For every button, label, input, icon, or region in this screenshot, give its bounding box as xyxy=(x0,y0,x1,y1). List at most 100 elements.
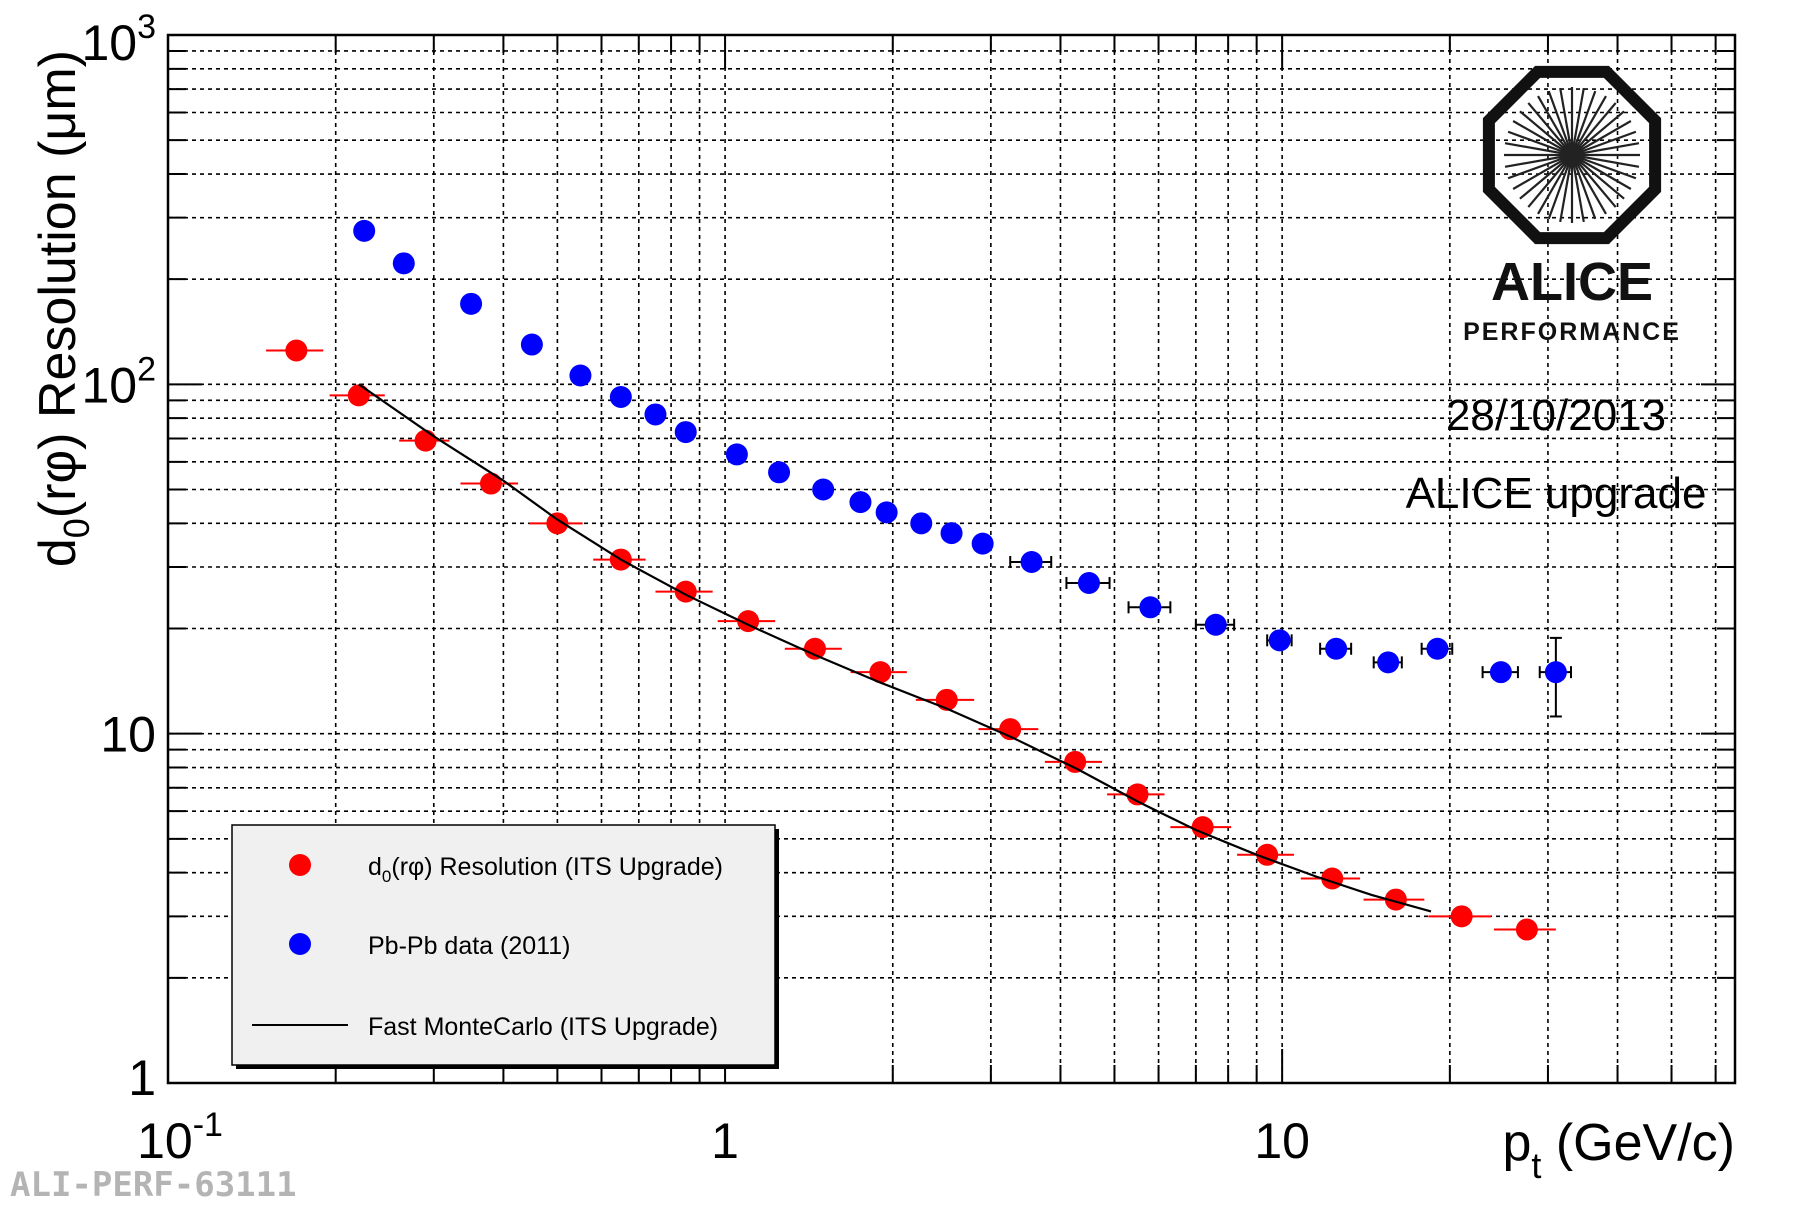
its-upgrade-point xyxy=(414,429,437,452)
logo-ray xyxy=(1547,90,1574,156)
alice-performance-logo: ALICE PERFORMANCE xyxy=(1463,65,1681,346)
pbpb-data-point xyxy=(392,252,415,275)
pbpb-data-point xyxy=(849,491,872,514)
its-upgrade-point xyxy=(347,384,370,407)
pbpb-data-point xyxy=(674,421,697,444)
its-upgrade-point xyxy=(1126,783,1149,806)
fast-montecarlo-line xyxy=(358,383,1432,913)
logo-ray xyxy=(1570,90,1597,156)
its-upgrade-point xyxy=(1191,816,1214,839)
logo-ray xyxy=(1571,142,1640,157)
tick-label: 102 xyxy=(81,350,156,413)
logo-ray xyxy=(1570,154,1585,223)
logo-ray xyxy=(1570,87,1585,156)
logo-ray xyxy=(1571,95,1607,156)
logo-ray xyxy=(1571,130,1637,157)
tick-label: 10 xyxy=(1254,1113,1310,1169)
data-series xyxy=(266,219,1572,941)
logo-subtitle: PERFORMANCE xyxy=(1463,318,1681,346)
pbpb-data-point xyxy=(460,292,483,315)
logo-ray xyxy=(1570,154,1597,220)
logo-ray xyxy=(1571,154,1625,200)
pbpb-data-point xyxy=(768,461,791,484)
alice-logo-octagon xyxy=(1482,65,1662,245)
y-axis-label: d0(rφ) Resolution (μm) xyxy=(29,50,97,567)
pbpb-data-point xyxy=(725,443,748,466)
pbpb-data-point xyxy=(1204,613,1227,636)
logo-ray xyxy=(1571,153,1640,168)
its-upgrade-point xyxy=(1450,905,1473,928)
pbpb-data-point xyxy=(1268,629,1291,652)
pbpb-data-point xyxy=(910,512,933,535)
tick-label: 10-1 xyxy=(137,1106,223,1169)
logo-ray xyxy=(1537,95,1573,156)
logo-title: ALICE xyxy=(1491,252,1653,312)
series-1 xyxy=(353,219,1572,718)
pbpb-data-point xyxy=(940,522,963,545)
logo-ray xyxy=(1571,110,1625,156)
logo-ray xyxy=(1537,154,1573,215)
its-upgrade-point xyxy=(869,661,892,684)
x-axis-label: pt (GeV/c) xyxy=(1502,1114,1735,1186)
logo-ray xyxy=(1527,102,1573,156)
logo-ray xyxy=(1571,153,1637,180)
logo-ray xyxy=(1571,120,1632,156)
logo-ray xyxy=(1559,154,1574,223)
legend-label: Fast MonteCarlo (ITS Upgrade) xyxy=(368,1013,718,1041)
pbpb-data-point xyxy=(353,219,376,242)
logo-ray xyxy=(1512,154,1573,190)
legend: d0(rφ) Resolution (ITS Upgrade) Pb-Pb dat… xyxy=(231,824,779,1069)
axis-titles: pt (GeV/c) d0(rφ) Resolution (μm) xyxy=(29,50,1735,1186)
tick-label: 103 xyxy=(81,8,156,71)
logo-ray xyxy=(1504,142,1573,157)
legend-label: Pb-Pb data (2011) xyxy=(368,932,570,960)
legend-marker xyxy=(289,854,311,876)
pbpb-data-point xyxy=(1544,661,1567,684)
legend-marker xyxy=(289,933,311,955)
series-2 xyxy=(358,383,1432,913)
pbpb-data-point xyxy=(1139,596,1162,619)
logo-ray xyxy=(1527,154,1573,208)
pbpb-data-point xyxy=(1489,661,1512,684)
pbpb-data-point xyxy=(1377,651,1400,674)
pbpb-data-point xyxy=(1426,637,1449,660)
pbpb-data-point xyxy=(569,364,592,387)
figure-id: ALI-PERF-63111 xyxy=(10,1165,297,1205)
logo-ray xyxy=(1507,153,1573,180)
logo-ray xyxy=(1519,154,1573,200)
logo-ray xyxy=(1507,130,1573,157)
its-upgrade-point xyxy=(1064,750,1087,773)
logo-ray xyxy=(1559,87,1574,156)
pbpb-data-point xyxy=(875,501,898,524)
logo-ray xyxy=(1504,153,1573,168)
its-upgrade-point xyxy=(479,472,502,495)
logo-ray xyxy=(1519,110,1573,156)
logo-ray xyxy=(1571,154,1632,190)
axis-ticks xyxy=(167,34,1735,1084)
its-upgrade-point xyxy=(1515,918,1538,941)
pbpb-data-point xyxy=(1325,637,1348,660)
tick-label: 10 xyxy=(100,707,156,763)
alice-logo-rays xyxy=(1504,87,1640,223)
logo-ray xyxy=(1547,154,1574,220)
pbpb-data-point xyxy=(1077,571,1100,594)
its-upgrade-point xyxy=(546,512,569,535)
logo-ray xyxy=(1571,102,1617,156)
its-upgrade-point xyxy=(803,637,826,660)
pbpb-data-point xyxy=(609,385,632,408)
pbpb-data-point xyxy=(971,532,994,555)
annotation-date: 28/10/2013 xyxy=(1446,391,1666,440)
pbpb-data-point xyxy=(520,333,543,356)
logo-ray xyxy=(1571,154,1607,215)
annotation-alice-upgrade: ALICE upgrade xyxy=(1406,469,1707,518)
legend-label: d0(rφ) Resolution (ITS Upgrade) xyxy=(368,853,723,886)
tick-label: 1 xyxy=(128,1050,156,1106)
pbpb-data-point xyxy=(1020,551,1043,574)
tick-label: 1 xyxy=(711,1113,739,1169)
legend-items: d0(rφ) Resolution (ITS Upgrade) Pb-Pb dat… xyxy=(252,853,723,1041)
pbpb-data-point xyxy=(812,478,835,501)
logo-ray xyxy=(1571,154,1617,208)
plot-frame xyxy=(166,33,1737,1085)
